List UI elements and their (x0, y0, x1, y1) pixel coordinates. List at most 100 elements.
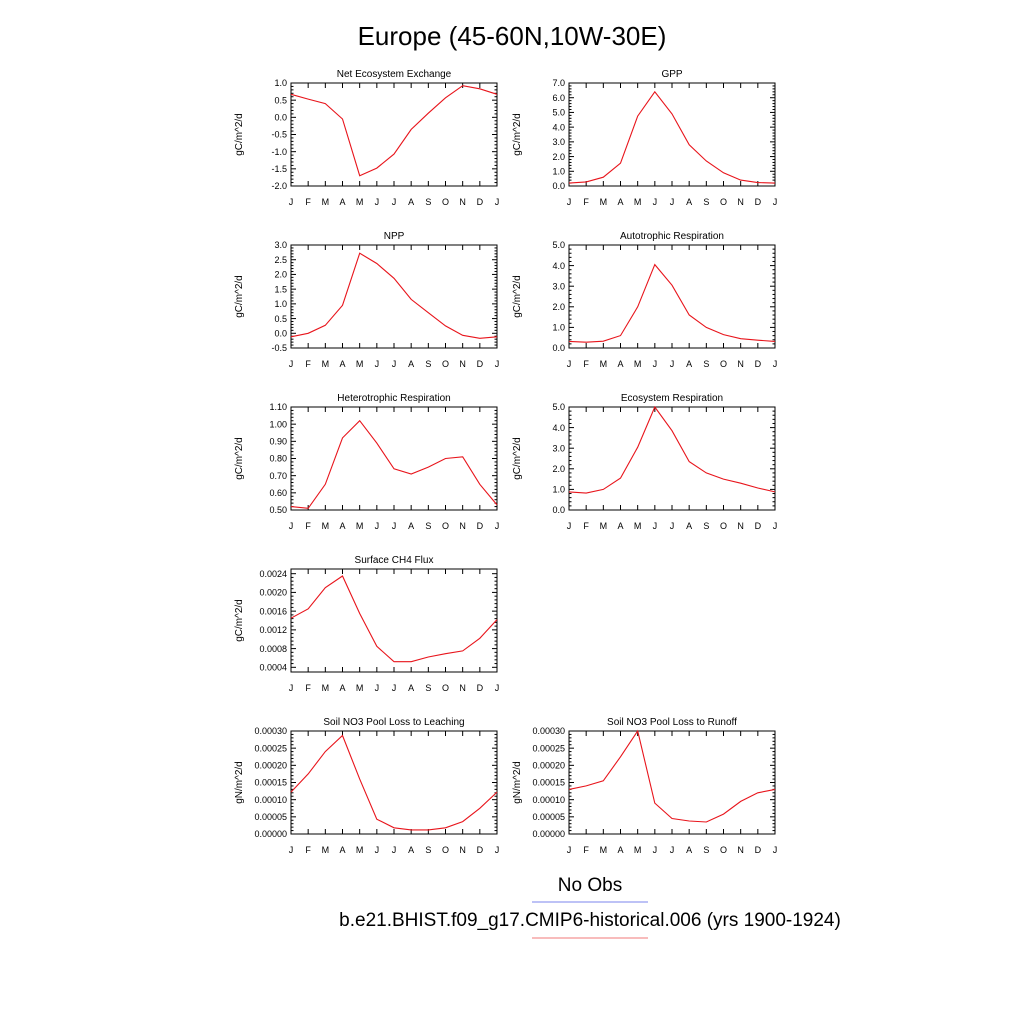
x-tick-label: M (634, 197, 642, 207)
figure-title: Europe (45-60N,10W-30E) (358, 21, 667, 51)
y-tick-label: 2.5 (274, 255, 287, 265)
x-tick-label: N (737, 845, 744, 855)
y-tick-label: 0.00020 (532, 761, 565, 771)
x-tick-label: M (322, 521, 330, 531)
x-tick-label: J (670, 197, 675, 207)
x-tick-label: A (408, 845, 414, 855)
x-tick-label: F (305, 521, 311, 531)
y-tick-label: -2.0 (271, 181, 287, 191)
x-tick-label: J (289, 359, 294, 369)
x-tick-label: A (686, 197, 692, 207)
y-tick-label: 1.0 (274, 299, 287, 309)
series-line (290, 419, 498, 509)
panel-surface-ch4-flux: Surface CH4 Flux gC/m^2/d 0.0024 0.0020 0.00… (234, 555, 499, 693)
x-tick-label: M (356, 683, 364, 693)
x-tick-label: J (653, 359, 658, 369)
y-tick-label: 0.00030 (532, 726, 565, 736)
y-tick-label: 2.0 (552, 152, 565, 162)
x-tick-label: J (653, 845, 658, 855)
y-tick-label: 0.0020 (259, 588, 287, 598)
y-tick-label: 3.0 (552, 137, 565, 147)
plot-frame (568, 82, 776, 187)
x-tick-label: J (289, 845, 294, 855)
panel-title: GPP (661, 69, 682, 80)
panel-title: Net Ecosystem Exchange (337, 69, 452, 80)
y-tick-label: 0.0 (552, 181, 565, 191)
x-tick-label: M (322, 683, 330, 693)
x-tick-label: J (375, 683, 380, 693)
x-tick-label: F (583, 197, 589, 207)
plot-frame (568, 406, 776, 511)
x-tick-label: J (670, 359, 675, 369)
x-tick-label: J (670, 521, 675, 531)
y-tick-label: 0.90 (269, 437, 287, 447)
y-tick-label: 6.0 (552, 93, 565, 103)
x-tick-label: J (375, 197, 380, 207)
x-tick-label: A (617, 521, 623, 531)
x-tick-label: A (408, 359, 414, 369)
y-axis-label: gC/m^2/d (512, 275, 523, 318)
y-tick-label: 3.0 (552, 281, 565, 291)
x-tick-label: N (459, 683, 466, 693)
x-tick-label: J (567, 845, 572, 855)
y-tick-label: 0.00015 (254, 778, 287, 788)
x-tick-label: A (339, 683, 345, 693)
series-line (290, 575, 498, 663)
panel-title: Autotrophic Respiration (620, 231, 724, 242)
x-tick-label: J (375, 359, 380, 369)
legend-label-model-run: b.e21.BHIST.f09_g17.CMIP6-historical.006… (339, 910, 841, 931)
x-tick-label: D (477, 521, 484, 531)
x-tick-label: J (392, 359, 397, 369)
x-tick-label: J (392, 521, 397, 531)
x-tick-label: J (289, 521, 294, 531)
x-tick-label: N (459, 359, 466, 369)
x-tick-label: D (477, 359, 484, 369)
panel-title: Ecosystem Respiration (621, 393, 723, 404)
y-tick-label: 0.70 (269, 471, 287, 481)
y-tick-label: 0.0 (552, 343, 565, 353)
x-tick-label: J (653, 197, 658, 207)
panel-grid: Net Ecosystem Exchange gC/m^2/d 1.0 0.5 0.0 -… (234, 69, 777, 855)
x-tick-label: D (477, 845, 484, 855)
series-line (568, 263, 776, 343)
panel-soil-no3-pool-loss-to-leaching: Soil NO3 Pool Loss to Leaching gN/m^2/d 0.… (234, 717, 499, 855)
x-tick-label: N (459, 521, 466, 531)
panel-title: Surface CH4 Flux (355, 555, 434, 566)
y-tick-label: 0.00020 (254, 761, 287, 771)
y-tick-label: -1.5 (271, 164, 287, 174)
y-tick-label: 1.5 (274, 284, 287, 294)
x-tick-label: J (495, 521, 500, 531)
x-tick-label: O (442, 359, 449, 369)
x-tick-label: S (703, 197, 709, 207)
x-tick-label: O (720, 359, 727, 369)
x-tick-label: A (617, 359, 623, 369)
y-tick-label: 1.0 (552, 323, 565, 333)
x-tick-label: O (720, 845, 727, 855)
x-tick-label: J (375, 521, 380, 531)
y-tick-label: 0.0004 (259, 663, 287, 673)
panel-title: Soil NO3 Pool Loss to Runoff (607, 717, 737, 728)
x-tick-label: M (356, 845, 364, 855)
series-line (290, 85, 498, 177)
panel-heterotrophic-respiration: Heterotrophic Respiration gC/m^2/d 1.10 1.0… (234, 393, 499, 531)
x-tick-label: J (495, 845, 500, 855)
x-tick-label: F (583, 845, 589, 855)
y-tick-label: 0.0 (274, 328, 287, 338)
y-axis-label: gC/m^2/d (512, 437, 523, 480)
x-tick-label: J (567, 359, 572, 369)
y-axis-label: gC/m^2/d (234, 599, 245, 642)
x-tick-label: O (442, 845, 449, 855)
y-axis-label: gC/m^2/d (234, 275, 245, 318)
y-axis-label: gC/m^2/d (234, 113, 245, 156)
x-tick-label: J (773, 197, 778, 207)
x-tick-label: A (686, 359, 692, 369)
x-tick-label: O (442, 683, 449, 693)
plot-frame (290, 82, 498, 187)
x-tick-label: N (737, 521, 744, 531)
x-tick-label: N (737, 359, 744, 369)
legend: No Obs b.e21.BHIST.f09_g17.CMIP6-histori… (339, 875, 841, 939)
panel-soil-no3-pool-loss-to-runoff: Soil NO3 Pool Loss to Runoff gN/m^2/d 0.00… (512, 717, 777, 855)
